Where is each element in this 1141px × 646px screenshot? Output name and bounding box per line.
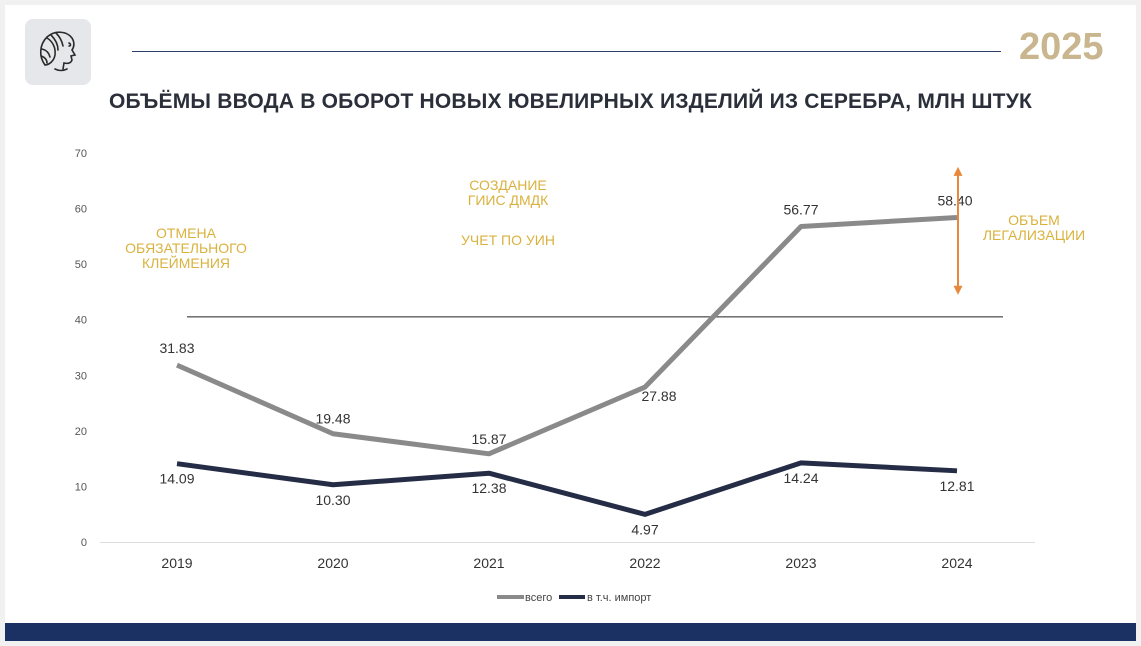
profile-logo-icon: [39, 31, 77, 72]
x-tick-label: 2022: [629, 555, 660, 571]
y-tick-label: 40: [75, 315, 87, 327]
data-label: 4.97: [631, 521, 658, 537]
data-label: 27.88: [641, 388, 676, 404]
annotation-legalization-line: ОБЪЕМ: [1008, 212, 1060, 228]
y-tick-label: 50: [75, 259, 87, 271]
x-tick-label: 2023: [785, 555, 816, 571]
y-tick-label: 10: [75, 481, 87, 493]
data-label: 31.83: [159, 340, 194, 356]
legend: всего в т.ч. импорт: [497, 592, 651, 604]
y-tick-label: 30: [75, 370, 87, 382]
data-label: 56.77: [783, 202, 818, 218]
annotation-giis-dmdk-line: СОЗДАНИЕ: [469, 177, 546, 193]
x-tick-label: 2024: [941, 555, 972, 571]
header-rule: [132, 51, 1001, 52]
annotation-uin-accounting-line: УЧЕТ ПО УИН: [461, 232, 555, 248]
footer-bar: [5, 623, 1136, 641]
series-layer: [175, 214, 958, 517]
data-label: 10.30: [315, 492, 350, 508]
arrow-head-up: [953, 166, 963, 176]
x-tick-label: 2020: [317, 555, 348, 571]
y-tick-label: 20: [75, 426, 87, 438]
legend-label-total: всего: [525, 592, 552, 604]
series-line-import: [176, 460, 958, 517]
annotation-legalization-line: ЛЕГАЛИЗАЦИИ: [983, 227, 1085, 243]
series-line-total: [175, 214, 958, 457]
year-label: 2025: [1019, 26, 1104, 68]
arrow-head-down: [953, 285, 963, 295]
y-tick-label: 0: [81, 537, 87, 549]
x-tick-label: 2019: [161, 555, 192, 571]
legalization-arrow: [953, 166, 963, 295]
annotation-hallmark-abolition-line: ОБЯЗАТЕЛЬНОГО: [125, 240, 247, 256]
annotation-giis-dmdk-line: ГИИС ДМДК: [468, 192, 549, 208]
data-label: 14.09: [159, 471, 194, 487]
legend-label-import: в т.ч. импорт: [587, 592, 651, 604]
y-tick-label: 60: [75, 204, 87, 216]
data-labels: 31.83 19.48 15.87 27.88 56.77 58.40 14.09 10.30…: [159, 192, 974, 537]
annotation-hallmark-abolition-line: ОТМЕНА: [156, 225, 217, 241]
logo: [25, 19, 91, 85]
data-label: 58.40: [937, 192, 972, 208]
x-axis: 2019 2020 2021 2022 2023 2024: [161, 555, 972, 571]
data-label: 12.81: [939, 478, 974, 494]
chart-title: ОБЪЁМЫ ВВОДА В ОБОРОТ НОВЫХ ЮВЕЛИРНЫХ ИЗ…: [108, 90, 1032, 113]
annotation-hallmark-abolition-line: КЛЕЙМЕНИЯ: [142, 254, 230, 271]
x-tick-label: 2021: [473, 555, 504, 571]
y-tick-label: 70: [75, 148, 87, 160]
y-axis: 0 10 20 30 40 50 60 70: [75, 148, 87, 549]
data-label: 15.87: [471, 431, 506, 447]
data-label: 12.38: [471, 480, 506, 496]
data-label: 19.48: [315, 411, 350, 427]
slide-background: [5, 5, 1136, 623]
data-label: 14.24: [783, 470, 818, 486]
